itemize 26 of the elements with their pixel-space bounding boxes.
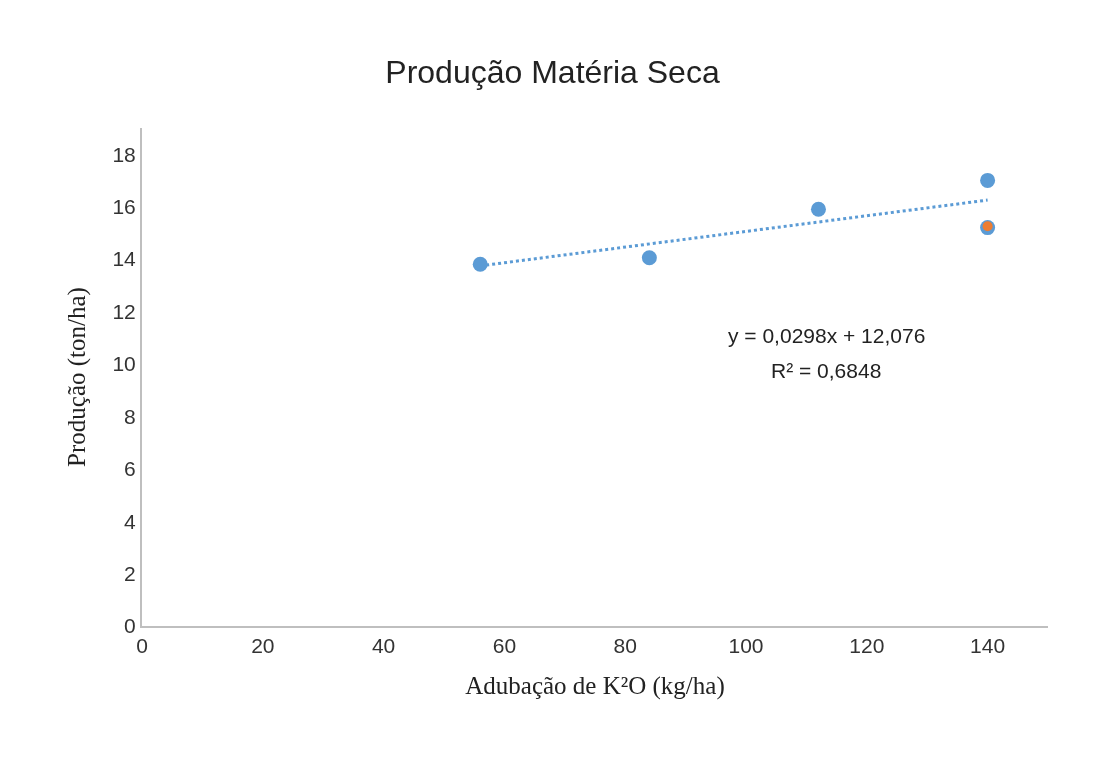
x-tick-label: 20 <box>251 634 275 658</box>
point <box>472 256 488 272</box>
x-tick-label: 100 <box>728 634 764 658</box>
x-tick-label: 140 <box>970 634 1006 658</box>
point <box>810 201 826 217</box>
y-tick-label: 4 <box>124 509 137 533</box>
y-tick-label: 6 <box>124 457 136 481</box>
x-tick-label: 60 <box>492 634 517 658</box>
x-axis-title: Adubação de K²O (kg/ha) <box>465 671 725 700</box>
y-tick-label: 2 <box>124 561 136 585</box>
y-tick-label: 18 <box>112 142 136 166</box>
annotation: y = 0,0298x + 12,076 <box>728 324 926 347</box>
point <box>980 172 996 188</box>
annotation: R² = 0,6848 <box>771 359 882 382</box>
y-axis-title: Produção (ton/ha) <box>62 287 91 467</box>
x-tick-label: 120 <box>849 634 885 658</box>
x-tick-label: 40 <box>371 634 396 658</box>
y-tick-label: 10 <box>112 352 136 376</box>
x-tick-label: 80 <box>613 634 637 658</box>
y-tick-label: 16 <box>112 194 136 218</box>
chart-title: Produção Matéria Seca <box>385 54 720 91</box>
y-tick-label: 8 <box>124 404 136 428</box>
y-tick-label: 14 <box>112 247 137 271</box>
y-tick-label: 0 <box>124 614 136 638</box>
y-tick-label: 12 <box>112 299 136 323</box>
point <box>641 250 657 266</box>
